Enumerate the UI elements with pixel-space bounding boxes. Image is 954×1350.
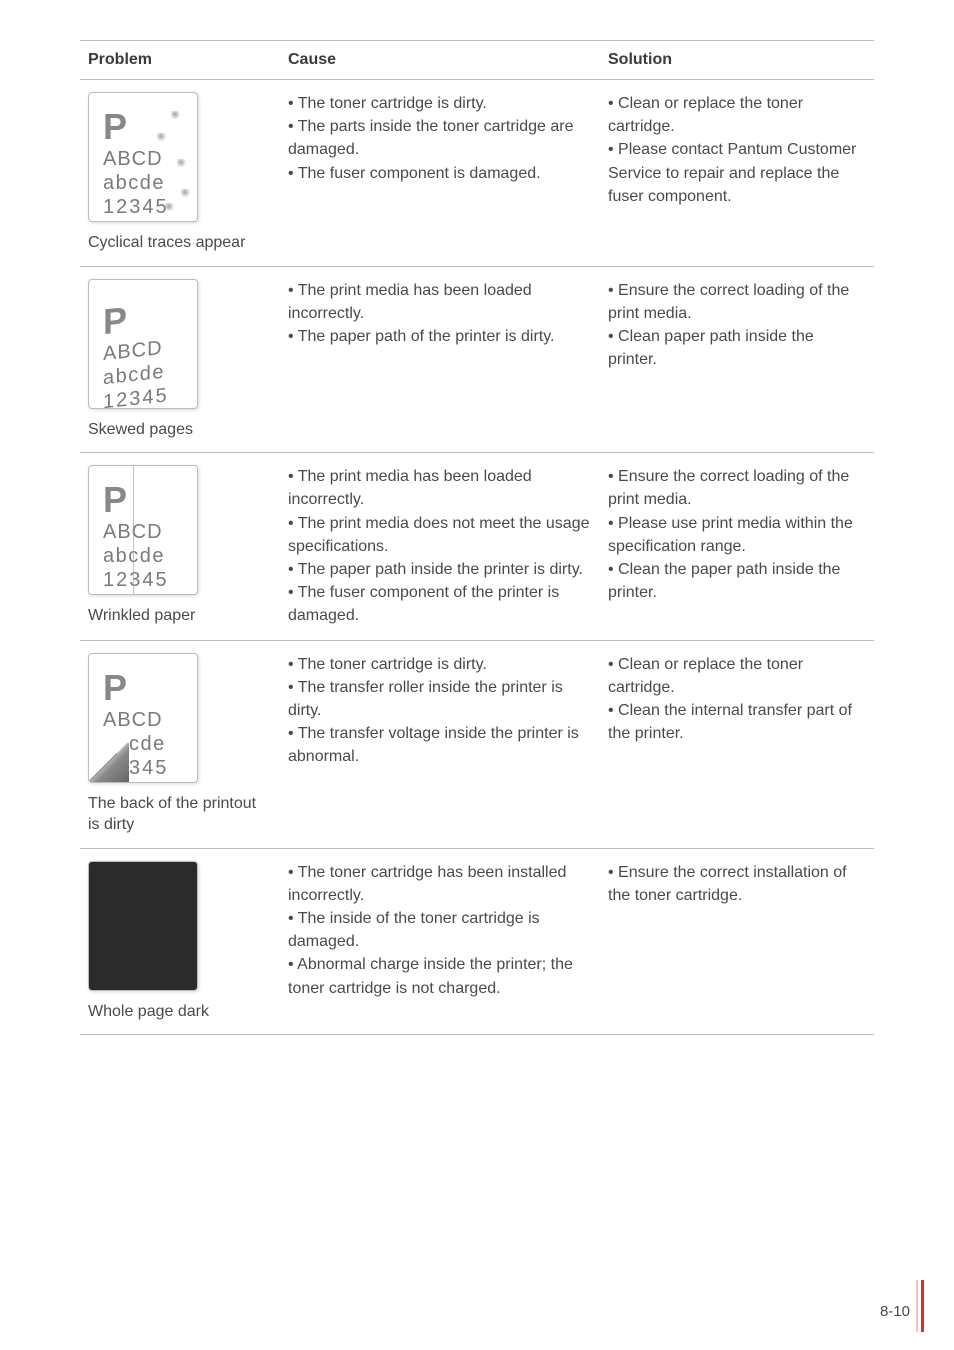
table-row: Whole page dark • The toner cartridge ha… xyxy=(80,848,874,1035)
cause-backdirty: • The toner cartridge is dirty.• The tra… xyxy=(280,640,600,848)
thumb-backdirty: P ABCD cde 345 xyxy=(88,653,198,783)
header-cause: Cause xyxy=(280,41,600,80)
solution-backdirty: • Clean or replace the toner cartridge.•… xyxy=(600,640,874,848)
caption-backdirty: The back of the printout is dirty xyxy=(88,793,272,836)
troubleshooting-table: Problem Cause Solution P ABCD abcde 1234… xyxy=(80,40,874,1035)
footer-accent xyxy=(921,1280,924,1332)
thumb-dark xyxy=(88,861,198,991)
caption-skewed: Skewed pages xyxy=(88,419,272,441)
caption-wrinkled: Wrinkled paper xyxy=(88,605,272,627)
table-row: P ABCD abcde 12345 Cyclical traces appea… xyxy=(80,80,874,267)
solution-cyclical: • Clean or replace the toner cartridge.•… xyxy=(600,80,874,267)
page-number: 8-10 xyxy=(880,1303,910,1320)
table-row: P ABCD abcde 12345 Wrinkled paper • The … xyxy=(80,453,874,640)
footer-accent-light xyxy=(916,1280,918,1332)
caption-dark: Whole page dark xyxy=(88,1001,272,1023)
thumb-wrinkled: P ABCD abcde 12345 xyxy=(88,465,198,595)
header-problem: Problem xyxy=(80,41,280,80)
thumb-skewed: P ABCD abcde 12345 xyxy=(88,279,198,409)
table-row: P ABCD cde 345 The back of the printout … xyxy=(80,640,874,848)
header-solution: Solution xyxy=(600,41,874,80)
thumb-cyclical: P ABCD abcde 12345 xyxy=(88,92,198,222)
solution-wrinkled: • Ensure the correct loading of the prin… xyxy=(600,453,874,640)
cause-cyclical: • The toner cartridge is dirty.• The par… xyxy=(280,80,600,267)
caption-cyclical: Cyclical traces appear xyxy=(88,232,272,254)
solution-skewed: • Ensure the correct loading of the prin… xyxy=(600,266,874,453)
table-row: P ABCD abcde 12345 Skewed pages • The pr… xyxy=(80,266,874,453)
cause-wrinkled: • The print media has been loaded incorr… xyxy=(280,453,600,640)
cause-dark: • The toner cartridge has been installed… xyxy=(280,848,600,1035)
cause-skewed: • The print media has been loaded incorr… xyxy=(280,266,600,453)
solution-dark: • Ensure the correct installation of the… xyxy=(600,848,874,1035)
